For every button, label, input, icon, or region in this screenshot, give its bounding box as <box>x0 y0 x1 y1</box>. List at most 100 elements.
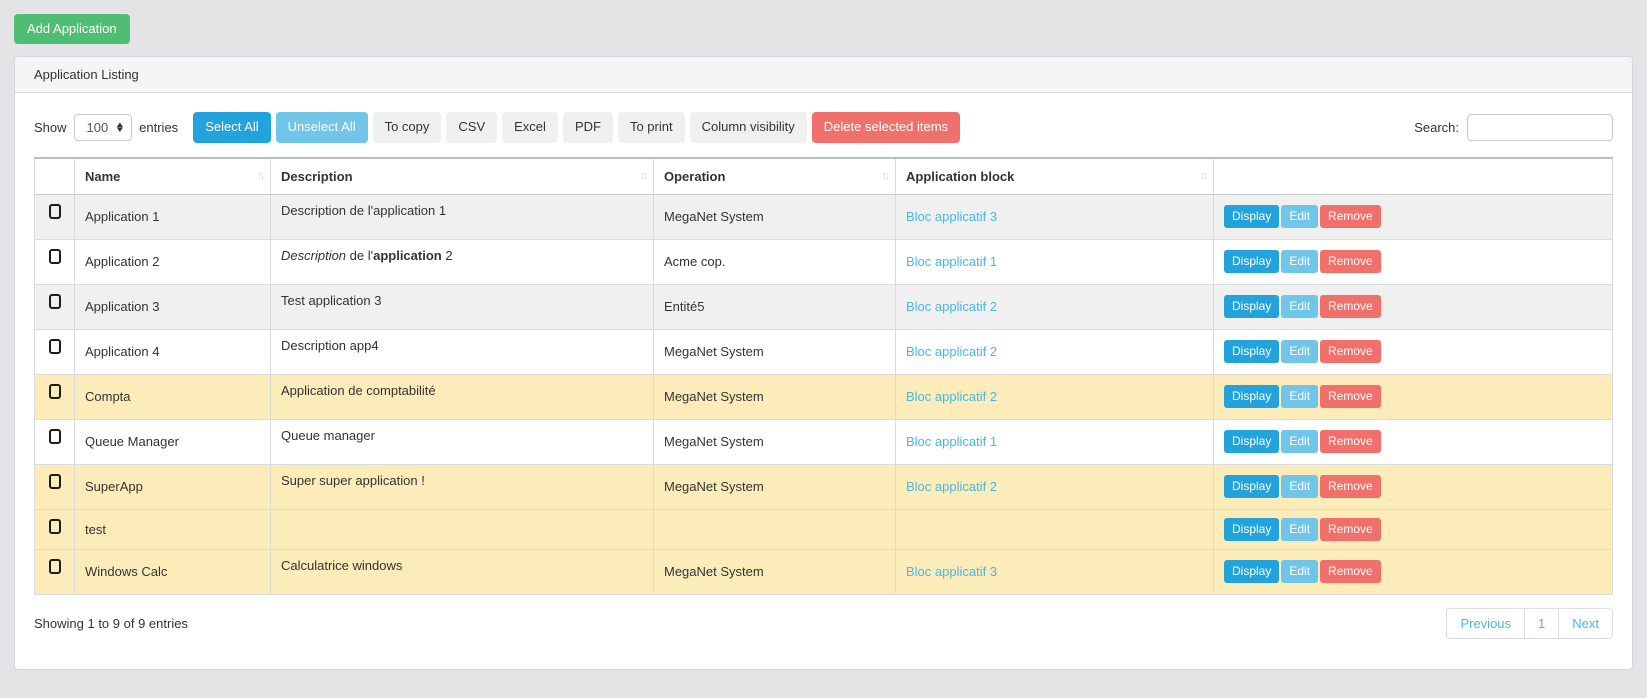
table-row: Application 1 Description de l'applicatio… <box>34 193 1613 240</box>
row-checkbox[interactable] <box>48 383 61 399</box>
column-header-application-block[interactable]: Application block ↑↓ <box>895 157 1214 195</box>
row-checkbox[interactable] <box>48 338 61 354</box>
toolbar-button-to-print[interactable]: To print <box>617 112 685 143</box>
table-row: Windows Calc Calculatrice windows MegaNet … <box>34 548 1613 595</box>
application-block-link[interactable]: Bloc applicatif 2 <box>906 479 998 494</box>
edit-button[interactable]: Edit <box>1281 475 1319 498</box>
description-segment: Queue manager <box>281 427 375 443</box>
display-button[interactable]: Display <box>1224 560 1280 583</box>
application-block-link[interactable]: Bloc applicatif 3 <box>906 564 998 579</box>
toolbar-button-excel[interactable]: Excel <box>502 112 558 143</box>
remove-button[interactable]: Remove <box>1320 517 1381 541</box>
select-spinner-icon: ▲ ▼ <box>115 120 126 135</box>
description-text: Description de l'application 1 <box>281 203 643 218</box>
column-header-empty <box>1213 157 1613 195</box>
pagination-link-next[interactable]: Next <box>1558 607 1613 639</box>
row-checkbox[interactable] <box>48 518 61 534</box>
row-checkbox[interactable] <box>48 293 61 309</box>
remove-button[interactable]: Remove <box>1320 560 1381 583</box>
edit-button[interactable]: Edit <box>1281 430 1319 453</box>
cell-name: test <box>74 508 271 550</box>
pagination-link-1[interactable]: 1 <box>1524 607 1560 639</box>
column-label: Description <box>281 168 353 184</box>
toolbar-button-pdf[interactable]: PDF <box>562 112 613 143</box>
row-checkbox-cell <box>34 193 75 240</box>
sort-icon: ↑↓ <box>640 170 648 182</box>
remove-button[interactable]: Remove <box>1320 430 1381 453</box>
column-header-name[interactable]: Name ↑↓ <box>74 157 271 195</box>
cell-operation: MegaNet System <box>653 193 896 240</box>
display-button[interactable]: Display <box>1224 295 1280 318</box>
row-checkbox-cell <box>34 373 75 420</box>
cell-operation: Acme cop. <box>653 238 896 285</box>
row-checkbox[interactable] <box>48 203 61 219</box>
application-block-link[interactable]: Bloc applicatif 2 <box>906 389 998 404</box>
cell-actions: Display Edit Remove <box>1213 548 1613 595</box>
table-row: Application 3 Test application 3 Entité5 Bl… <box>34 283 1613 330</box>
description-segment: Super super application ! <box>281 472 425 488</box>
add-application-button[interactable]: Add Application <box>14 14 130 45</box>
cell-application-block <box>895 508 1214 550</box>
table-body: Application 1 Description de l'applicatio… <box>34 193 1613 595</box>
application-block-link[interactable]: Bloc applicatif 1 <box>906 434 998 449</box>
edit-button[interactable]: Edit <box>1281 205 1319 228</box>
remove-button[interactable]: Remove <box>1320 295 1381 318</box>
display-button[interactable]: Display <box>1224 517 1280 541</box>
remove-button[interactable]: Remove <box>1320 340 1381 363</box>
application-block-link[interactable]: Bloc applicatif 2 <box>906 344 998 359</box>
toolbar-button-delete-selected-items[interactable]: Delete selected items <box>811 112 961 143</box>
toolbar-button-column-visibility[interactable]: Column visibility <box>689 112 807 143</box>
toolbar-button-unselect-all[interactable]: Unselect All <box>275 112 368 143</box>
table-header: Name ↑↓ Description ↑↓ Operation ↑↓ Applicatio… <box>34 157 1613 195</box>
display-button[interactable]: Display <box>1224 250 1280 273</box>
application-block-link[interactable]: Bloc applicatif 3 <box>906 209 998 224</box>
row-checkbox-cell <box>34 283 75 330</box>
remove-button[interactable]: Remove <box>1320 205 1381 228</box>
cell-name: Queue Manager <box>74 418 271 465</box>
page-length-select[interactable]: 100 ▲ ▼ <box>73 113 133 141</box>
remove-button[interactable]: Remove <box>1320 385 1381 408</box>
display-button[interactable]: Display <box>1224 205 1280 228</box>
cell-description: Application de comptabilité <box>270 373 654 420</box>
remove-button[interactable]: Remove <box>1320 250 1381 273</box>
toolbar-button-select-all[interactable]: Select All <box>193 112 271 143</box>
row-checkbox[interactable] <box>48 428 61 444</box>
row-checkbox-cell <box>34 418 75 465</box>
description-segment: 2 <box>441 247 453 263</box>
row-checkbox-cell <box>34 238 75 285</box>
edit-button[interactable]: Edit <box>1281 560 1319 583</box>
display-button[interactable]: Display <box>1224 385 1280 408</box>
edit-button[interactable]: Edit <box>1281 517 1319 541</box>
display-button[interactable]: Display <box>1224 430 1280 453</box>
description-segment: Description app4 <box>281 337 379 353</box>
applications-table: Name ↑↓ Description ↑↓ Operation ↑↓ Applicatio… <box>34 156 1613 595</box>
cell-name: Application 1 <box>74 193 271 240</box>
edit-button[interactable]: Edit <box>1281 385 1319 408</box>
cell-actions: Display Edit Remove <box>1213 283 1613 330</box>
column-header-description[interactable]: Description ↑↓ <box>270 157 654 195</box>
display-button[interactable]: Display <box>1224 475 1280 498</box>
search-input[interactable] <box>1467 113 1613 141</box>
row-checkbox[interactable] <box>48 473 61 489</box>
edit-button[interactable]: Edit <box>1281 295 1319 318</box>
toolbar-buttons: Select All Unselect All To copy CSV Excel PDF… <box>188 112 961 143</box>
page-length-value: 100 <box>86 119 109 135</box>
toolbar-button-to-copy[interactable]: To copy <box>372 112 442 143</box>
edit-button[interactable]: Edit <box>1281 340 1319 363</box>
display-button[interactable]: Display <box>1224 340 1280 363</box>
toolbar-button-csv[interactable]: CSV <box>446 112 498 143</box>
row-checkbox[interactable] <box>48 248 61 264</box>
row-checkbox-cell <box>34 463 75 510</box>
edit-button[interactable]: Edit <box>1281 250 1319 273</box>
row-checkbox[interactable] <box>48 558 61 574</box>
pagination-link-previous[interactable]: Previous <box>1446 607 1526 639</box>
description-segment: application <box>373 247 442 263</box>
cell-name: Application 4 <box>74 328 271 375</box>
application-block-link[interactable]: Bloc applicatif 2 <box>906 299 998 314</box>
description-segment: Description de l'application 1 <box>281 202 447 218</box>
column-header-operation[interactable]: Operation ↑↓ <box>653 157 896 195</box>
application-block-link[interactable]: Bloc applicatif 1 <box>906 254 998 269</box>
cell-application-block: Bloc applicatif 2 <box>895 463 1214 510</box>
remove-button[interactable]: Remove <box>1320 475 1381 498</box>
cell-description: Description de l'application 2 <box>270 238 654 285</box>
